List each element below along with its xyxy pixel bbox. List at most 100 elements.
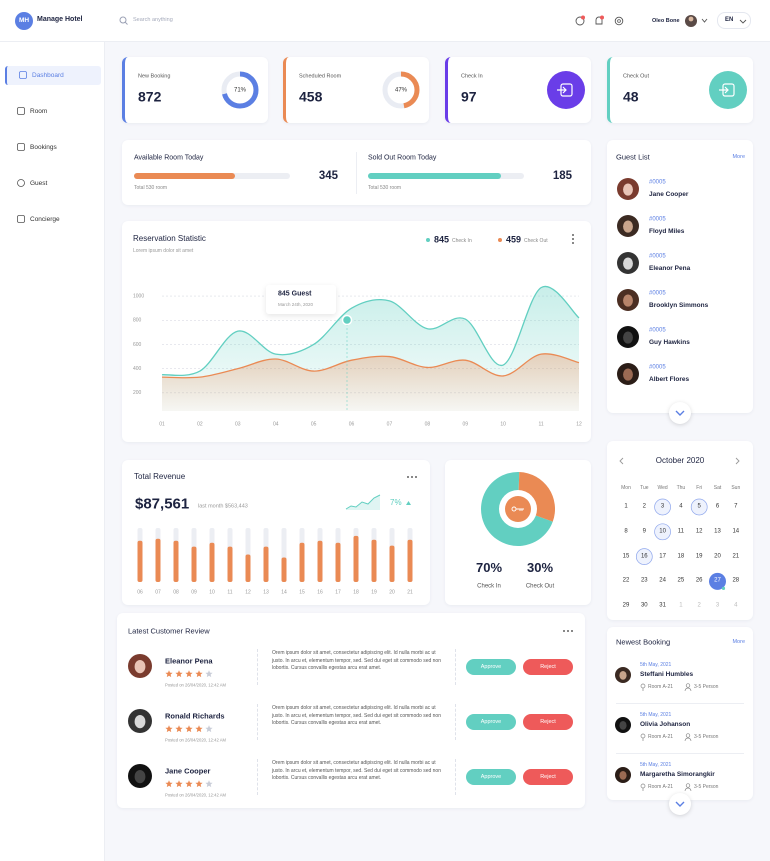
- expand-button[interactable]: [668, 401, 692, 425]
- button-bg: [669, 793, 691, 815]
- review-card: Latest Customer Review Eleanor Pena Posted…: [117, 613, 585, 808]
- bar: [191, 546, 197, 582]
- legend-dot: [426, 238, 430, 242]
- avatar-face: [623, 294, 633, 307]
- nav-icon-shape: [17, 107, 25, 115]
- nav-item[interactable]: Guest: [5, 174, 101, 193]
- stat-icon-arrow: [557, 86, 567, 94]
- bar: [407, 539, 413, 582]
- avatar: [617, 252, 639, 274]
- guest-id: #0005: [649, 364, 666, 371]
- x-tick-label: 15: [299, 589, 305, 595]
- star: [195, 725, 203, 733]
- button-bg: [669, 402, 691, 424]
- day: 1: [624, 503, 628, 510]
- day: 5: [697, 503, 701, 510]
- arrow: [406, 501, 411, 505]
- x-tick-label: 13: [263, 589, 269, 595]
- nav-item[interactable]: Bookings: [5, 138, 101, 157]
- avatar: [128, 764, 152, 788]
- pie-value: 70%: [475, 559, 503, 575]
- day: 11: [677, 528, 685, 535]
- legend-label: Check In: [452, 237, 472, 244]
- avatar: [617, 215, 639, 237]
- avatar: [615, 767, 631, 783]
- menu-dot: [572, 234, 574, 236]
- menu-dot: [563, 630, 565, 632]
- day: 22: [622, 577, 630, 584]
- nav-icon-shape: [17, 179, 25, 187]
- stat-card: Check In 97: [445, 57, 591, 123]
- day: 12: [695, 528, 703, 535]
- room-value: 345: [318, 169, 338, 182]
- star: [175, 725, 183, 733]
- key-icon: [640, 783, 646, 789]
- review-text: Orem ipsum dolor sit amet, consectetur a…: [272, 650, 441, 671]
- reject-button[interactable]: Reject: [523, 659, 573, 675]
- room-note: Total 530 room: [134, 184, 168, 191]
- avatar-face: [619, 771, 627, 780]
- guest-id: #0005: [649, 290, 666, 297]
- day: 25: [677, 577, 685, 584]
- x-tick-label: 18: [353, 589, 359, 595]
- avatar: [617, 178, 639, 200]
- tooltip-title: 845 Guest: [278, 290, 312, 298]
- calendar-nav[interactable]: [607, 456, 753, 466]
- avatar-face: [623, 368, 633, 381]
- occupancy-card: 70% Check In 30% Check Out: [445, 460, 591, 605]
- y-tick-label: 600: [133, 342, 142, 348]
- reviewer-name: Ronald Richards: [165, 711, 225, 721]
- language-select[interactable]: EN: [717, 12, 751, 29]
- day: 20: [714, 552, 721, 559]
- bar: [299, 542, 305, 582]
- stat-card: Check Out 48: [607, 57, 753, 123]
- x-tick-label: 06: [349, 421, 355, 427]
- calendar-marks: [635, 498, 726, 590]
- stat-card: Scheduled Room 458 47%: [283, 57, 429, 123]
- chart-title: Reservation Statistic: [133, 234, 206, 243]
- header-icons[interactable]: [574, 14, 634, 28]
- x-tick-label: 16: [317, 589, 323, 595]
- more-menu[interactable]: [563, 629, 575, 633]
- stat-label: Scheduled Room: [299, 73, 342, 80]
- review-text: Orem ipsum dolor sit amet, consectetur a…: [272, 705, 441, 726]
- calendar-month: October 2020: [655, 456, 705, 465]
- more-link[interactable]: More: [732, 639, 745, 645]
- nav-icon: [19, 71, 27, 79]
- booking-room: Room A-21: [648, 683, 674, 690]
- logo[interactable]: MH: [15, 12, 33, 30]
- x-tick-label: 01: [159, 421, 165, 427]
- day: 19: [695, 552, 703, 559]
- nav-item[interactable]: Concierge: [5, 210, 101, 229]
- reject-button[interactable]: Reject: [523, 714, 573, 730]
- user-name[interactable]: Oleo Bone: [652, 18, 680, 24]
- more-menu[interactable]: [407, 475, 419, 479]
- person-icon: [684, 787, 692, 792]
- search-input[interactable]: Search anything: [133, 17, 173, 23]
- pie-value: 30%: [526, 559, 554, 575]
- day-dot: [721, 586, 726, 590]
- reject-button[interactable]: Reject: [523, 769, 573, 785]
- day: 17: [659, 552, 666, 559]
- x-tick-label: 09: [462, 421, 468, 427]
- star: [165, 780, 173, 788]
- bar: [335, 542, 341, 582]
- nav-icon-shape: [17, 215, 25, 223]
- booking-persons: 3-5 Person: [694, 783, 719, 790]
- more-link[interactable]: More: [732, 154, 745, 160]
- legend-label: Check Out: [524, 237, 548, 244]
- nav-item[interactable]: Room: [5, 102, 101, 121]
- posted-date: Posted on 26/04/2020, 12:42 AM: [165, 792, 226, 798]
- user-avatar[interactable]: [684, 14, 708, 28]
- approve-button[interactable]: Approve: [466, 659, 516, 675]
- next: [735, 457, 740, 465]
- x-tick-label: 17: [335, 589, 341, 595]
- more-menu[interactable]: [571, 234, 575, 246]
- expand-button[interactable]: [668, 792, 692, 816]
- guest-id: #0005: [649, 327, 666, 334]
- sidebar: Dashboard Room Bookings Guest Concierge: [0, 42, 105, 861]
- nav-item[interactable]: Dashboard: [5, 66, 101, 85]
- day: 31: [659, 602, 666, 609]
- approve-button[interactable]: Approve: [466, 714, 516, 730]
- approve-button[interactable]: Approve: [466, 769, 516, 785]
